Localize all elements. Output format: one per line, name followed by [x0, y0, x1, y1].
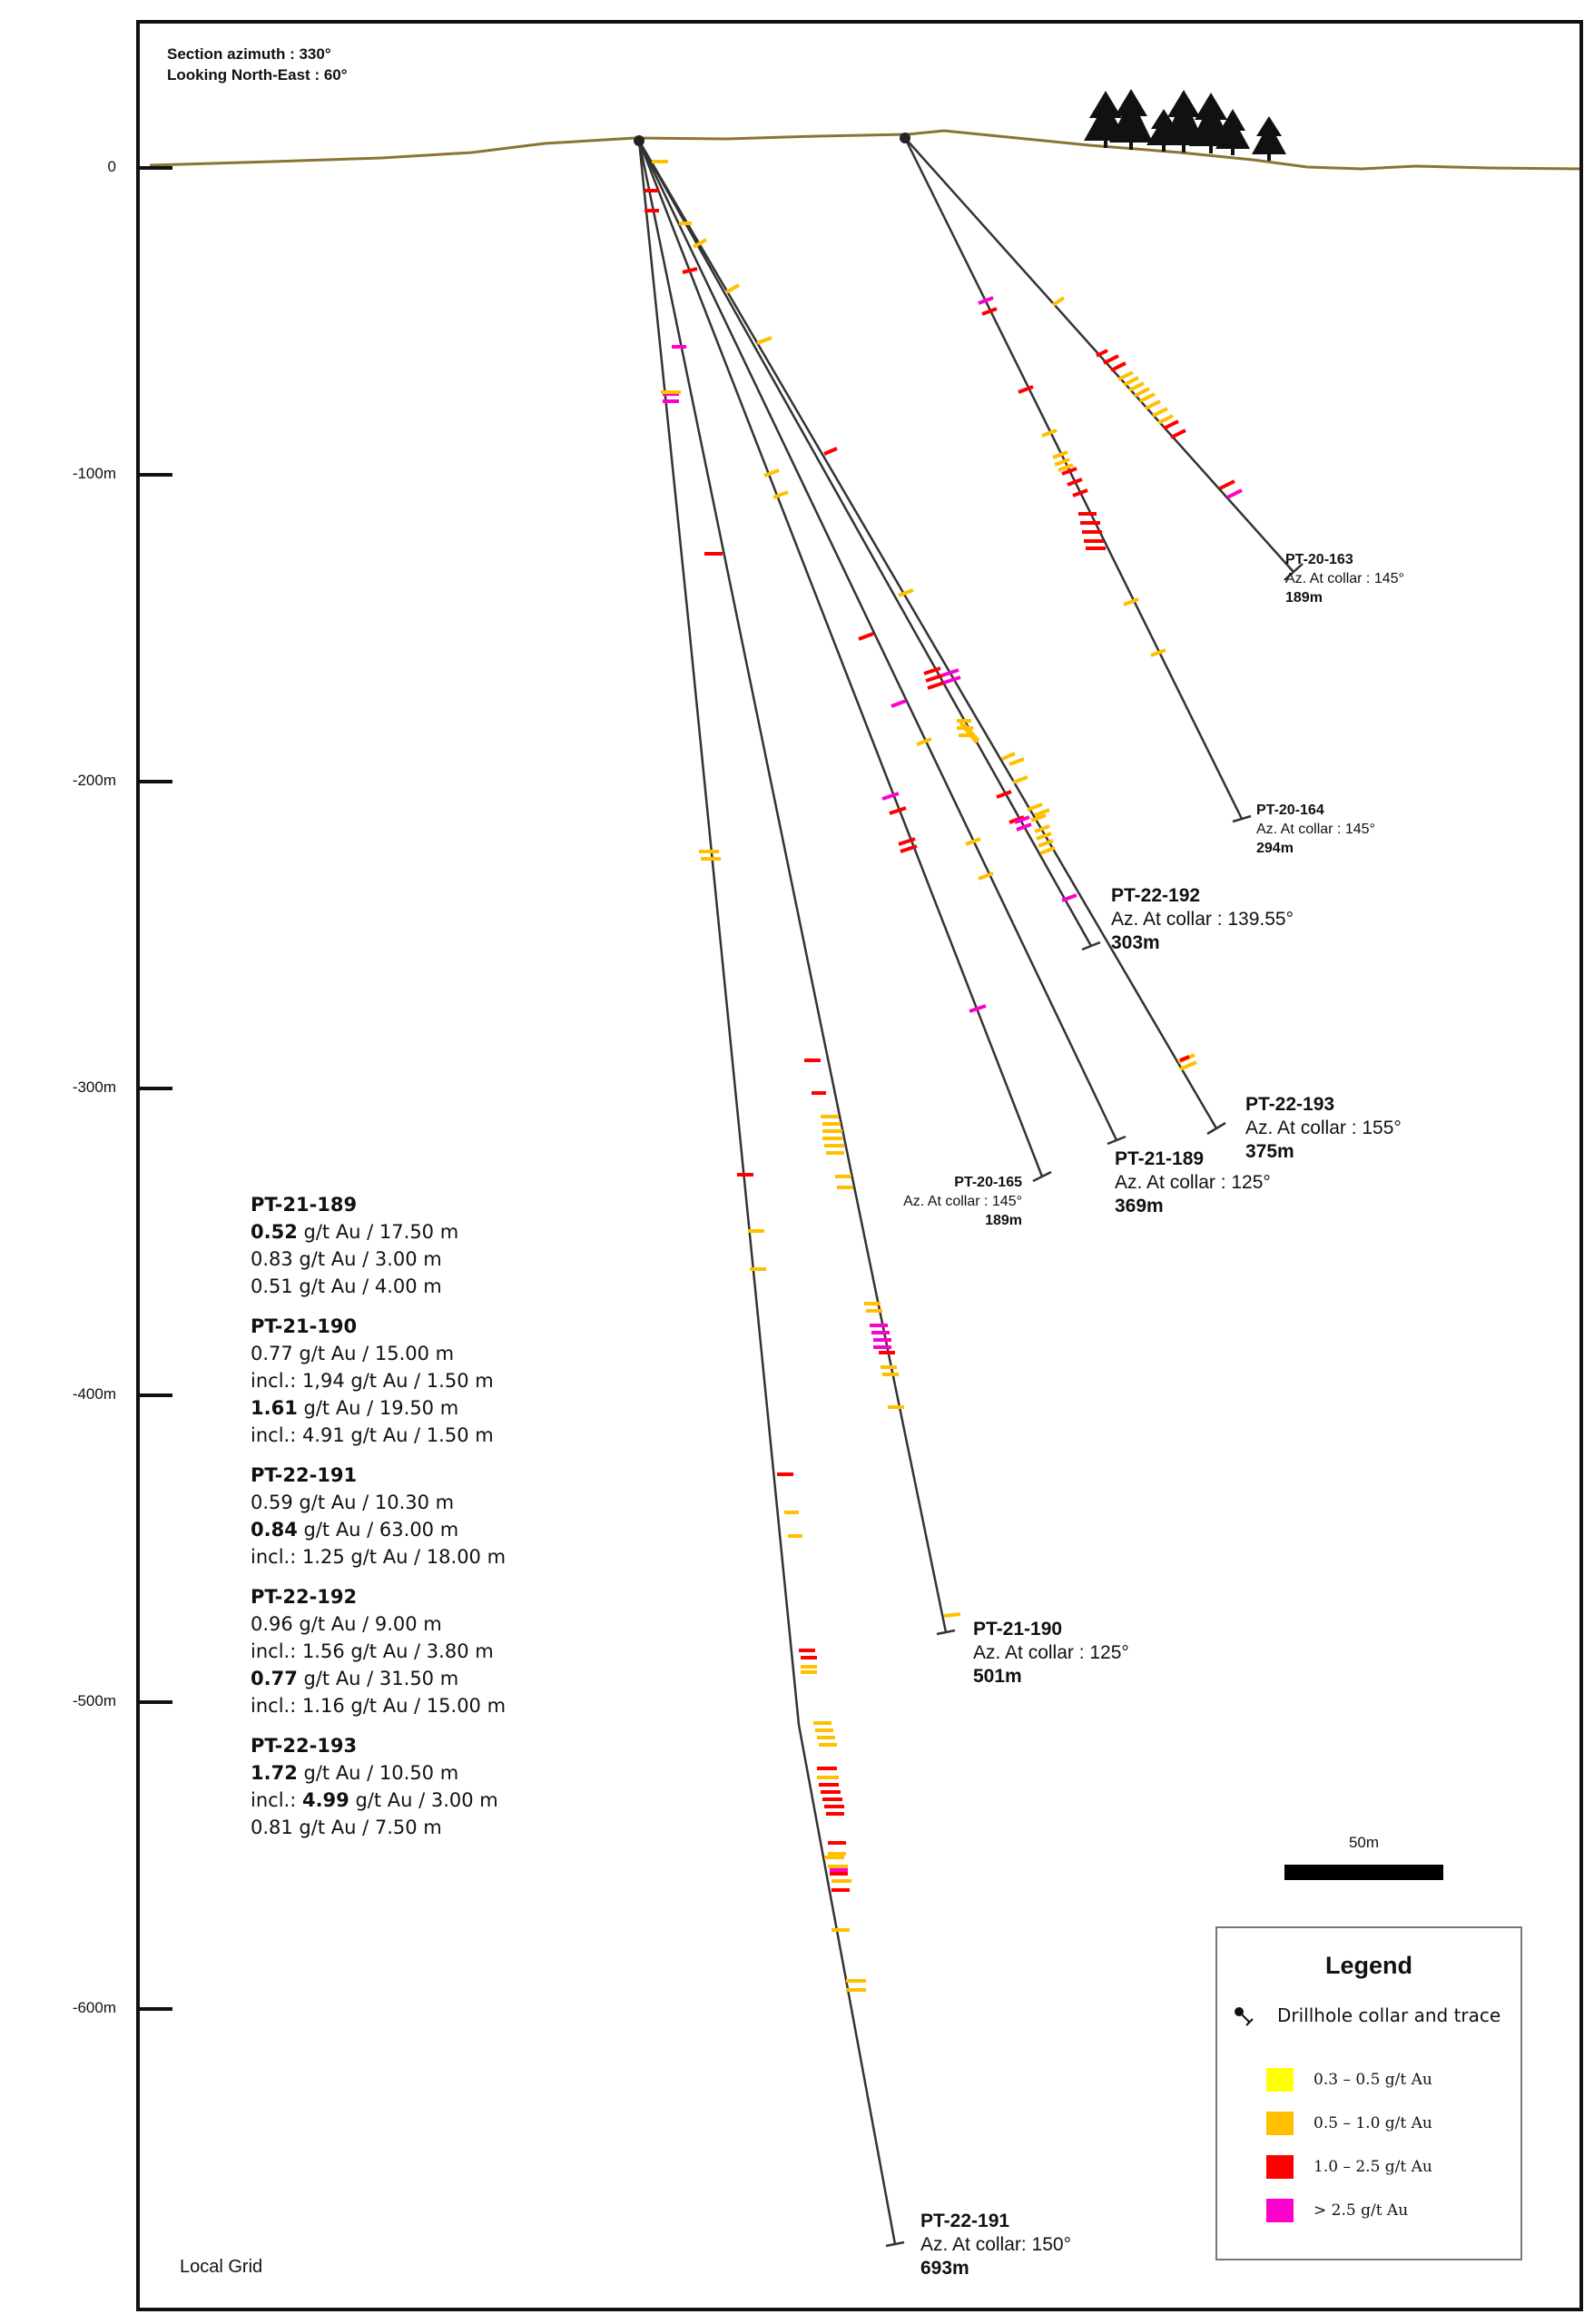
legend: Legend Drillhole collar and trace 0.3 – … [1215, 1926, 1522, 2260]
hole-azimuth: Az. At collar : 125° [973, 1642, 1129, 1663]
legend-label-medium: 0.5 – 1.0 g/t Au [1314, 2114, 1432, 2132]
trees-icon [1084, 89, 1286, 161]
hole-azimuth: Az. At collar : 139.55° [1111, 909, 1294, 930]
hole-name: PT-21-189 [1115, 1148, 1205, 1169]
result-hole-name: PT-22-191 [251, 1464, 358, 1486]
result-line: incl.: 1.56 g/t Au / 3.80 m [251, 1640, 494, 1662]
looking-direction: Looking North-East : 60° [167, 66, 348, 84]
hole-azimuth: Az. At collar : 145° [1256, 822, 1375, 837]
legend-title: Legend [1324, 1952, 1412, 1979]
hole-label-pt-22-191: PT-22-191 Az. At collar: 150° 693m [920, 2210, 1071, 2280]
result-line: incl.: 1,94 g/t Au / 1.50 m [251, 1370, 494, 1392]
depth-label: 0 [107, 158, 116, 175]
depth-label: -500m [72, 1692, 116, 1709]
hole-length: 189m [985, 1213, 1022, 1228]
hole-label-pt-22-193: PT-22-193 Az. At collar : 155° 375m [1245, 1093, 1402, 1164]
result-block-pt-22-193: PT-22-193 1.72 g/t Au / 10.50 m incl.: 4… [251, 1732, 506, 1841]
result-line: 0.77 g/t Au / 15.00 m [251, 1343, 455, 1364]
legend-swatch-high [1266, 2155, 1294, 2179]
result-hole-name: PT-21-189 [251, 1194, 358, 1216]
hole-name: PT-20-163 [1285, 552, 1353, 567]
hole-length: 375m [1245, 1141, 1294, 1162]
result-line: 0.83 g/t Au / 3.00 m [251, 1248, 442, 1270]
result-block-pt-21-189: PT-21-189 0.52 g/t Au / 17.50 m 0.83 g/t… [251, 1191, 506, 1300]
legend-swatch-very-high [1266, 2199, 1294, 2222]
hole-azimuth: Az. At collar : 145° [1285, 571, 1404, 586]
legend-swatch-medium [1266, 2112, 1294, 2135]
legend-swatch-low [1266, 2068, 1294, 2092]
hole-label-pt-20-165: PT-20-165 Az. At collar : 145° 189m [888, 1173, 1022, 1230]
drillhole-collars [634, 133, 910, 146]
result-line: incl.: 4.99 g/t Au / 3.00 m [251, 1789, 498, 1811]
result-hole-name: PT-22-192 [251, 1586, 358, 1608]
hole-length: 501m [973, 1666, 1022, 1687]
depth-axis [136, 166, 172, 2011]
legend-label-high: 1.0 – 2.5 g/t Au [1314, 2158, 1432, 2176]
hole-name: PT-20-165 [954, 1175, 1022, 1190]
hole-name: PT-22-192 [1111, 885, 1201, 906]
hole-name: PT-21-190 [973, 1619, 1063, 1640]
hole-name: PT-22-191 [920, 2211, 1010, 2231]
topography-line [149, 129, 1584, 171]
scale-bar-graphic [1284, 1865, 1443, 1880]
drillhole-collar-icon [1235, 2007, 1254, 2026]
hole-azimuth: Az. At collar : 145° [903, 1194, 1022, 1209]
hole-length: 294m [1256, 841, 1294, 856]
legend-label-low: 0.3 – 0.5 g/t Au [1314, 2071, 1432, 2089]
legend-collar-label: Drillhole collar and trace [1277, 2004, 1501, 2026]
local-grid-label: Local Grid [180, 2257, 263, 2277]
assay-intercepts [644, 160, 1243, 1992]
section-azimuth: Section azimuth : 330° [167, 45, 331, 63]
result-line: 0.81 g/t Au / 7.50 m [251, 1817, 442, 1838]
depth-label: -100m [72, 465, 116, 482]
result-block-pt-22-192: PT-22-192 0.96 g/t Au / 9.00 m incl.: 1.… [251, 1583, 506, 1719]
scale-bar: 50m [1284, 1834, 1443, 1880]
result-hole-name: PT-22-193 [251, 1735, 358, 1757]
result-block-pt-22-191: PT-22-191 0.59 g/t Au / 10.30 m 0.84 g/t… [251, 1462, 506, 1571]
hole-azimuth: Az. At collar : 125° [1115, 1172, 1271, 1193]
hole-length: 303m [1111, 932, 1160, 953]
result-line: incl.: 1.16 g/t Au / 15.00 m [251, 1695, 507, 1717]
hole-label-pt-20-163: PT-20-163 Az. At collar : 145° 189m [1285, 550, 1404, 607]
result-line: 0.96 g/t Au / 9.00 m [251, 1613, 442, 1635]
result-line: 1.72 g/t Au / 10.50 m [251, 1762, 459, 1784]
hole-length: 189m [1285, 590, 1323, 606]
result-line: 0.59 g/t Au / 10.30 m [251, 1492, 455, 1513]
depth-label: -300m [72, 1078, 116, 1096]
result-line: 0.51 g/t Au / 4.00 m [251, 1275, 442, 1297]
hole-label-pt-21-189: PT-21-189 Az. At collar : 125° 369m [1115, 1147, 1271, 1218]
result-block-pt-21-190: PT-21-190 0.77 g/t Au / 15.00 m incl.: 1… [251, 1313, 506, 1449]
hole-name: PT-20-164 [1256, 803, 1324, 818]
section-header: Section azimuth : 330° Looking North-Eas… [167, 44, 348, 85]
legend-label-very-high: > 2.5 g/t Au [1314, 2201, 1409, 2220]
hole-azimuth: Az. At collar : 155° [1245, 1118, 1402, 1138]
result-line: 1.61 g/t Au / 19.50 m [251, 1397, 459, 1419]
hole-azimuth: Az. At collar: 150° [920, 2234, 1071, 2255]
result-hole-name: PT-21-190 [251, 1315, 358, 1337]
drillhole-traces [637, 137, 1294, 2245]
result-line: 0.77 g/t Au / 31.50 m [251, 1668, 459, 1689]
result-line: 0.52 g/t Au / 17.50 m [251, 1221, 459, 1243]
depth-label: -600m [72, 1999, 116, 2016]
scale-label: 50m [1348, 1834, 1380, 1851]
hole-label-pt-21-190: PT-21-190 Az. At collar : 125° 501m [973, 1618, 1129, 1689]
hole-length: 369m [1115, 1196, 1164, 1216]
hole-label-pt-20-164: PT-20-164 Az. At collar : 145° 294m [1256, 801, 1375, 858]
hole-label-pt-22-192: PT-22-192 Az. At collar : 139.55° 303m [1111, 884, 1294, 955]
hole-name: PT-22-193 [1245, 1094, 1335, 1115]
result-line: incl.: 4.91 g/t Au / 1.50 m [251, 1424, 494, 1446]
assay-results-summary: PT-21-189 0.52 g/t Au / 17.50 m 0.83 g/t… [251, 1191, 506, 1854]
result-line: incl.: 1.25 g/t Au / 18.00 m [251, 1546, 507, 1568]
result-line: 0.84 g/t Au / 63.00 m [251, 1519, 459, 1541]
end-of-hole-markers [885, 563, 1304, 2248]
depth-label: -400m [72, 1385, 116, 1403]
depth-label: -200m [72, 772, 116, 789]
hole-length: 693m [920, 2258, 969, 2279]
